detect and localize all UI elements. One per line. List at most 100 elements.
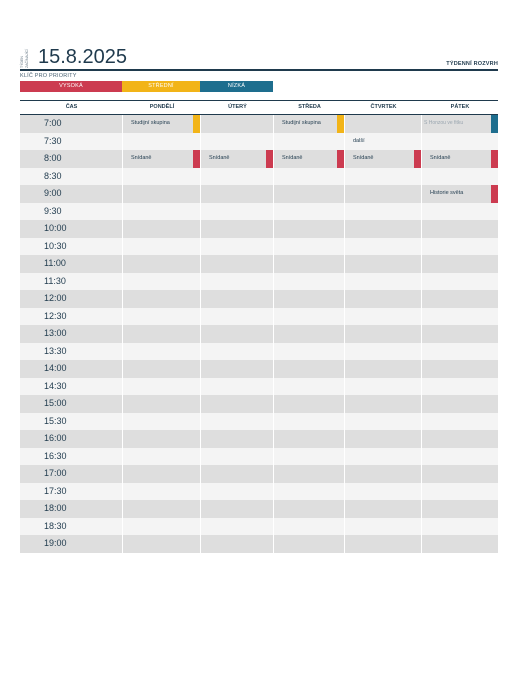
slot-cell-monday[interactable] xyxy=(123,517,201,535)
slot-cell-friday[interactable] xyxy=(422,535,498,553)
slot-cell-thursday[interactable] xyxy=(345,430,422,448)
slot-cell-thursday[interactable] xyxy=(345,325,422,343)
slot-cell-thursday[interactable] xyxy=(345,360,422,378)
slot-cell-friday[interactable] xyxy=(422,342,498,360)
slot-cell-thursday[interactable] xyxy=(345,517,422,535)
week-start-date[interactable]: 15.8.2025 xyxy=(38,46,127,68)
slot-cell-friday[interactable] xyxy=(422,325,498,343)
slot-cell-monday[interactable] xyxy=(123,325,201,343)
slot-cell-tuesday[interactable] xyxy=(201,447,274,465)
slot-cell-thursday[interactable] xyxy=(345,307,422,325)
slot-cell-friday[interactable] xyxy=(422,202,498,220)
slot-cell-thursday[interactable] xyxy=(345,290,422,308)
slot-cell-friday[interactable] xyxy=(422,290,498,308)
slot-cell-thursday[interactable] xyxy=(345,255,422,273)
slot-cell-tuesday[interactable] xyxy=(201,272,274,290)
slot-cell-wednesday[interactable] xyxy=(274,360,345,378)
slot-cell-thursday[interactable] xyxy=(345,202,422,220)
slot-cell-tuesday[interactable] xyxy=(201,500,274,518)
slot-cell-tuesday[interactable] xyxy=(201,307,274,325)
slot-cell-thursday[interactable] xyxy=(345,500,422,518)
slot-cell-monday[interactable] xyxy=(123,307,201,325)
slot-cell-thursday[interactable]: další xyxy=(345,132,422,150)
slot-cell-monday[interactable] xyxy=(123,185,201,203)
slot-cell-monday[interactable] xyxy=(123,255,201,273)
slot-cell-monday[interactable] xyxy=(123,377,201,395)
slot-cell-monday[interactable] xyxy=(123,202,201,220)
slot-cell-wednesday[interactable] xyxy=(274,272,345,290)
slot-cell-thursday[interactable] xyxy=(345,167,422,185)
slot-cell-wednesday[interactable] xyxy=(274,290,345,308)
slot-cell-friday[interactable]: S Honzou ve fitku xyxy=(422,115,498,133)
slot-cell-wednesday[interactable] xyxy=(274,412,345,430)
slot-cell-friday[interactable] xyxy=(422,132,498,150)
slot-cell-wednesday[interactable] xyxy=(274,342,345,360)
slot-cell-wednesday[interactable] xyxy=(274,430,345,448)
slot-cell-thursday[interactable] xyxy=(345,465,422,483)
slot-cell-tuesday[interactable] xyxy=(201,482,274,500)
slot-cell-friday[interactable] xyxy=(422,517,498,535)
slot-cell-friday[interactable] xyxy=(422,255,498,273)
slot-cell-tuesday[interactable] xyxy=(201,465,274,483)
slot-cell-wednesday[interactable] xyxy=(274,447,345,465)
slot-cell-thursday[interactable] xyxy=(345,272,422,290)
slot-cell-friday[interactable] xyxy=(422,360,498,378)
slot-cell-thursday[interactable] xyxy=(345,237,422,255)
slot-cell-monday[interactable]: Snídaně xyxy=(123,150,201,168)
slot-cell-thursday[interactable] xyxy=(345,535,422,553)
slot-cell-friday[interactable] xyxy=(422,307,498,325)
slot-cell-wednesday[interactable] xyxy=(274,465,345,483)
slot-cell-thursday[interactable] xyxy=(345,342,422,360)
slot-cell-thursday[interactable] xyxy=(345,220,422,238)
slot-cell-thursday[interactable] xyxy=(345,412,422,430)
slot-cell-tuesday[interactable] xyxy=(201,290,274,308)
slot-cell-wednesday[interactable] xyxy=(274,167,345,185)
slot-cell-tuesday[interactable] xyxy=(201,325,274,343)
slot-cell-tuesday[interactable] xyxy=(201,535,274,553)
slot-cell-wednesday[interactable] xyxy=(274,377,345,395)
slot-cell-wednesday[interactable] xyxy=(274,307,345,325)
slot-cell-wednesday[interactable] xyxy=(274,237,345,255)
slot-cell-monday[interactable] xyxy=(123,500,201,518)
slot-cell-friday[interactable]: Historie světa xyxy=(422,185,498,203)
slot-cell-wednesday[interactable]: Studijní skupina xyxy=(274,115,345,133)
slot-cell-thursday[interactable] xyxy=(345,482,422,500)
slot-cell-monday[interactable] xyxy=(123,132,201,150)
slot-cell-wednesday[interactable] xyxy=(274,482,345,500)
slot-cell-thursday[interactable] xyxy=(345,395,422,413)
slot-cell-wednesday[interactable] xyxy=(274,535,345,553)
slot-cell-tuesday[interactable] xyxy=(201,255,274,273)
slot-cell-wednesday[interactable] xyxy=(274,255,345,273)
slot-cell-friday[interactable] xyxy=(422,412,498,430)
slot-cell-wednesday[interactable]: Snídaně xyxy=(274,150,345,168)
slot-cell-wednesday[interactable] xyxy=(274,185,345,203)
slot-cell-tuesday[interactable] xyxy=(201,115,274,133)
slot-cell-tuesday[interactable] xyxy=(201,202,274,220)
slot-cell-monday[interactable] xyxy=(123,447,201,465)
slot-cell-monday[interactable] xyxy=(123,430,201,448)
slot-cell-tuesday[interactable] xyxy=(201,237,274,255)
slot-cell-monday[interactable] xyxy=(123,272,201,290)
slot-cell-monday[interactable]: Studijní skupina xyxy=(123,115,201,133)
slot-cell-tuesday[interactable] xyxy=(201,395,274,413)
slot-cell-friday[interactable] xyxy=(422,430,498,448)
slot-cell-monday[interactable] xyxy=(123,220,201,238)
slot-cell-tuesday[interactable]: Snídaně xyxy=(201,150,274,168)
slot-cell-thursday[interactable] xyxy=(345,115,422,133)
slot-cell-wednesday[interactable] xyxy=(274,517,345,535)
slot-cell-wednesday[interactable] xyxy=(274,202,345,220)
slot-cell-tuesday[interactable] xyxy=(201,430,274,448)
slot-cell-tuesday[interactable] xyxy=(201,342,274,360)
slot-cell-tuesday[interactable] xyxy=(201,517,274,535)
slot-cell-friday[interactable] xyxy=(422,167,498,185)
slot-cell-friday[interactable] xyxy=(422,500,498,518)
slot-cell-monday[interactable] xyxy=(123,395,201,413)
slot-cell-tuesday[interactable] xyxy=(201,377,274,395)
slot-cell-monday[interactable] xyxy=(123,482,201,500)
slot-cell-monday[interactable] xyxy=(123,167,201,185)
slot-cell-tuesday[interactable] xyxy=(201,132,274,150)
slot-cell-monday[interactable] xyxy=(123,290,201,308)
slot-cell-monday[interactable] xyxy=(123,360,201,378)
slot-cell-wednesday[interactable] xyxy=(274,132,345,150)
slot-cell-tuesday[interactable] xyxy=(201,185,274,203)
